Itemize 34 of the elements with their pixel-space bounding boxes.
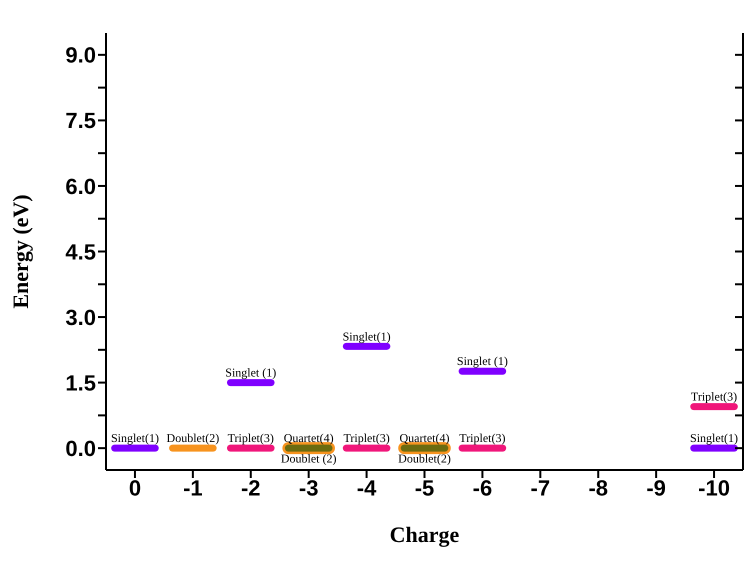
- annotation: Quartet(4): [284, 431, 334, 446]
- annotation: Doublet (2): [280, 452, 337, 466]
- y-tick-label: 4.5: [65, 239, 96, 264]
- annotation: Singlet(1): [690, 431, 738, 446]
- annotation: Doublet(2): [398, 452, 451, 466]
- y-tick-label: 9.0: [65, 42, 96, 68]
- y-tick-label: 3.0: [65, 304, 96, 330]
- x-tick-label: -10: [698, 476, 730, 501]
- y-axis-title: Energy (eV): [8, 194, 33, 309]
- x-tick-label: -7: [530, 476, 550, 501]
- x-tick-label: -5: [414, 476, 434, 501]
- x-tick-label: 0: [128, 476, 142, 501]
- annotation: Triplet(3): [343, 431, 390, 446]
- annotation: Triplet(3): [228, 431, 274, 446]
- annotation: Singlet (1): [456, 354, 508, 368]
- annotation: Quartet(4): [400, 431, 450, 446]
- annotation: Singlet(1): [342, 329, 391, 344]
- annotation: Triplet(3): [690, 390, 738, 404]
- x-tick-label: -9: [646, 476, 666, 501]
- x-tick-label: -4: [356, 476, 378, 501]
- annotation: Singlet (1): [225, 366, 276, 380]
- x-tick-label: -1: [183, 476, 203, 501]
- y-tick-label: 1.5: [65, 370, 96, 396]
- annotation: Triplet(3): [459, 431, 506, 446]
- y-tick-label: 6.0: [65, 174, 96, 199]
- annotation: Singlet(1): [110, 431, 159, 446]
- x-tick-label: -6: [472, 476, 492, 501]
- x-tick-label: -2: [240, 476, 261, 501]
- y-tick-label: 0.0: [65, 436, 96, 461]
- x-tick-label: -3: [298, 476, 318, 501]
- x-tick-label: -8: [588, 476, 608, 501]
- annotation: Doublet(2): [166, 431, 220, 446]
- x-axis-title: Charge: [390, 522, 460, 547]
- y-tick-label: 7.5: [65, 108, 96, 134]
